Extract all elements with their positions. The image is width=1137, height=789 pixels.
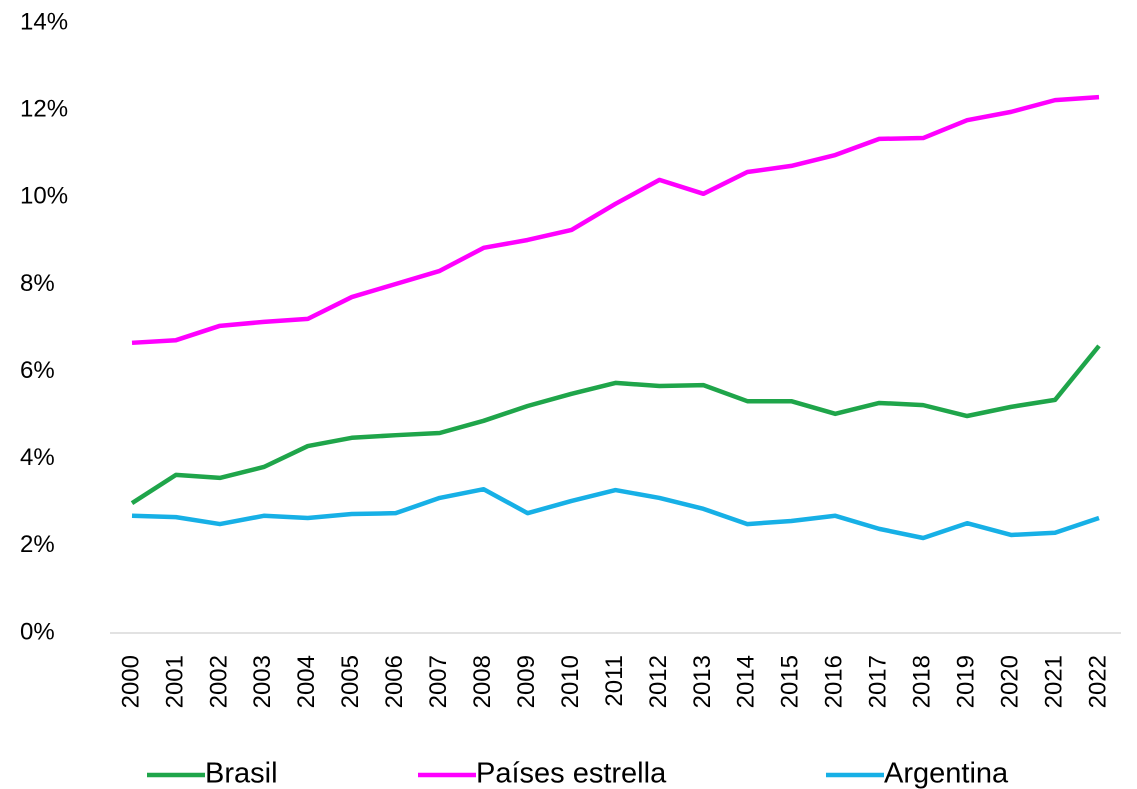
x-tick-label: 2009	[513, 655, 540, 708]
y-tick-label: 12%	[20, 95, 68, 122]
y-tick-label: 2%	[20, 531, 55, 558]
x-tick-label: 2012	[645, 655, 672, 708]
x-tick-label: 2020	[996, 655, 1023, 708]
x-tick-label: 2004	[293, 655, 320, 708]
y-tick-label: 14%	[20, 8, 68, 35]
x-tick-label: 2010	[557, 655, 584, 708]
x-tick-label: 2017	[865, 655, 892, 708]
x-tick-label: 2002	[205, 655, 232, 708]
x-tick-label: 2018	[909, 655, 936, 708]
x-tick-label: 2006	[381, 655, 408, 708]
y-tick-label: 0%	[20, 618, 55, 645]
series-line	[131, 486, 1100, 541]
x-tick-label: 2007	[425, 655, 452, 708]
x-tick-label: 2005	[337, 655, 364, 708]
x-tick-label: 2008	[469, 655, 496, 708]
x-tick-label: 2016	[821, 655, 848, 708]
x-tick-label: 2021	[1040, 655, 1067, 708]
y-tick-label: 4%	[20, 444, 55, 471]
legend-label: Países estrella	[476, 758, 667, 789]
legend-label: Argentina	[884, 758, 1009, 789]
x-tick-label: 2011	[601, 655, 628, 707]
y-tick-label: 10%	[20, 183, 68, 210]
x-tick-label: 2022	[1084, 655, 1111, 708]
x-tick-label: 2019	[952, 655, 979, 708]
x-tick-label: 2000	[117, 655, 144, 708]
legend-label: Brasil	[205, 758, 278, 789]
x-tick-label: 2003	[249, 655, 276, 708]
x-tick-label: 2001	[161, 655, 188, 708]
x-tick-label: 2013	[689, 655, 716, 708]
x-tick-label: 2015	[777, 655, 804, 708]
y-tick-label: 8%	[20, 270, 55, 297]
series-line	[131, 94, 1100, 346]
y-tick-label: 6%	[20, 357, 55, 384]
series-line	[130, 344, 1101, 506]
x-tick-label: 2014	[733, 655, 760, 708]
